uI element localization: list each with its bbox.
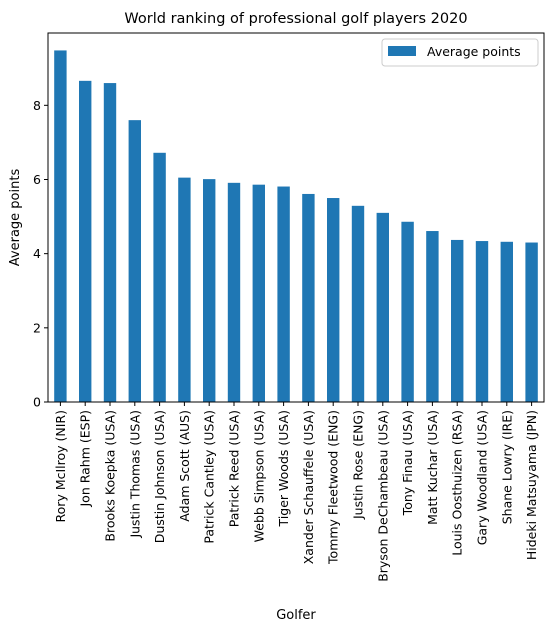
- bar: [327, 198, 340, 402]
- x-axis: Rory McIlroy (NIR) Jon Rahm (ESP) Brooks K…: [53, 402, 539, 582]
- x-tick-label: Rory McIlroy (NIR): [53, 410, 68, 522]
- bar: [203, 179, 216, 402]
- x-tick-label: Adam Scott (AUS): [177, 410, 192, 522]
- legend-box: [381, 38, 539, 67]
- bar: [178, 177, 191, 402]
- bar: [103, 83, 117, 402]
- plot-frame: [47, 32, 545, 403]
- legend-swatch: [388, 46, 416, 56]
- x-axis-label: Golfer: [276, 608, 316, 623]
- x-tick-label: Patrick Cantley (USA): [202, 410, 217, 544]
- bar: [302, 193, 315, 402]
- bar: [426, 231, 439, 402]
- y-axis-label: Average points: [8, 169, 23, 267]
- bar: [451, 239, 464, 402]
- y-tick-label: 2: [33, 320, 41, 335]
- bar: [252, 184, 265, 402]
- x-tick-label: Justin Thomas (USA): [127, 410, 142, 539]
- x-tick-label: Tony Finau (USA): [400, 410, 415, 516]
- bars: [54, 50, 538, 403]
- bar: [351, 205, 365, 402]
- bar: [401, 221, 414, 402]
- x-tick-label: Matt Kuchar (USA): [425, 410, 440, 525]
- x-tick-label: Patrick Reed (USA): [227, 410, 242, 527]
- bar: [500, 241, 513, 402]
- x-tick-label: Bryson DeChambeau (USA): [375, 410, 390, 582]
- x-tick-label: Hideki Matsuyama (JPN): [524, 410, 539, 560]
- bar: [54, 50, 67, 403]
- y-tick-label: 8: [33, 98, 41, 113]
- x-tick-label: Justin Rose (ENG): [351, 410, 366, 520]
- x-tick-label: Webb Simpson (USA): [251, 410, 266, 542]
- y-axis: 0 2 4 6 8: [33, 98, 48, 410]
- bar: [128, 120, 141, 403]
- x-tick-label: Shane Lowry (IRE): [499, 410, 514, 524]
- bar: [475, 241, 489, 402]
- chart-title: World ranking of professional golf playe…: [124, 11, 467, 27]
- legend-label: Average points: [427, 44, 521, 59]
- x-tick-label: Tiger Woods (USA): [276, 410, 291, 527]
- legend: Average points: [381, 38, 539, 67]
- x-tick-label: Dustin Johnson (USA): [152, 410, 167, 543]
- x-tick-label: Xander Schauffele (USA): [301, 410, 316, 564]
- bar: [153, 152, 166, 402]
- bar: [79, 80, 92, 402]
- y-tick-label: 0: [33, 395, 41, 410]
- bar: [376, 212, 389, 402]
- y-tick-label: 4: [33, 246, 41, 261]
- y-tick-label: 6: [33, 172, 41, 187]
- x-tick-label: Louis Oosthuizen (RSA): [450, 410, 465, 556]
- bar: [277, 186, 290, 402]
- x-tick-label: Tommy Fleetwood (ENG): [326, 410, 341, 565]
- bar: [227, 182, 241, 402]
- x-tick-label: Jon Rahm (ESP): [78, 410, 93, 508]
- bar: [525, 242, 538, 402]
- x-tick-label: Gary Woodland (USA): [475, 410, 490, 545]
- x-tick-label: Brooks Koepka (USA): [103, 410, 118, 542]
